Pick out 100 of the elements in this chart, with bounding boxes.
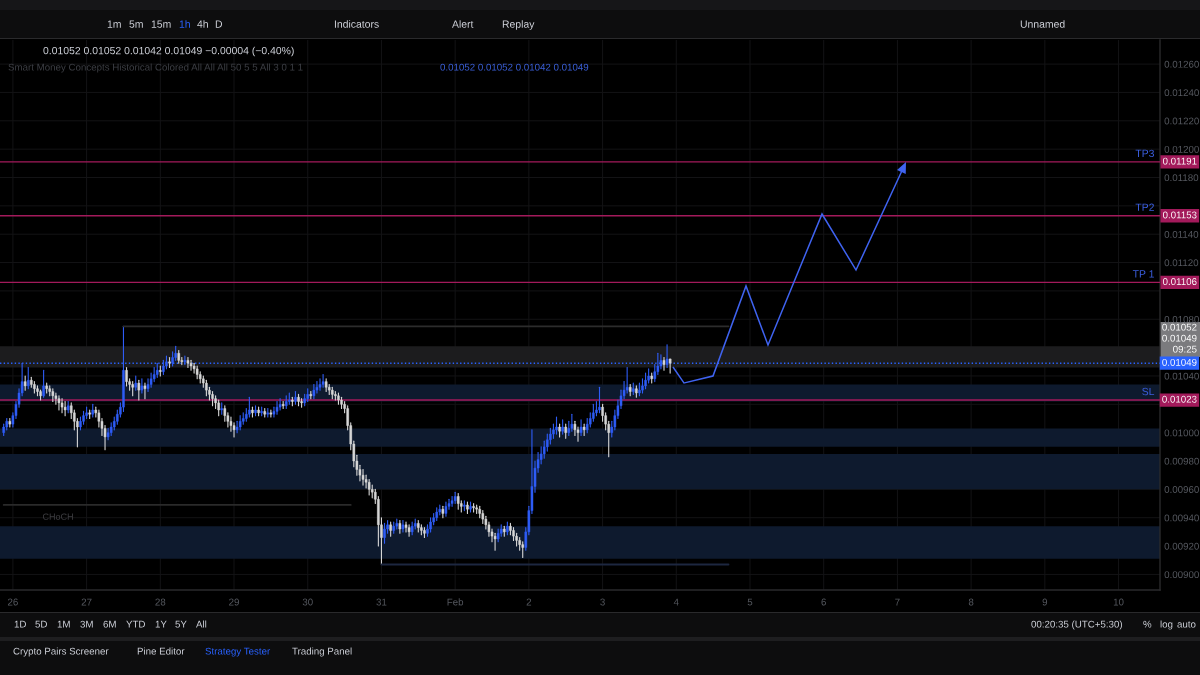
text: log [1160, 620, 1173, 630]
text: 6M [103, 620, 116, 628]
candlestick [668, 358, 672, 374]
text: Pine Editor [137, 647, 185, 655]
text: Crypto Pairs Screener [13, 647, 109, 657]
x-tick-label: 7 [895, 598, 900, 606]
y-tick-label: 0.01140 [1164, 230, 1199, 238]
y-tick-label: 0.01180 [1164, 174, 1199, 182]
y-tick-label: 0.01260 [1164, 60, 1199, 68]
ref-line-label: TP2 [1135, 203, 1154, 211]
candlestick [143, 382, 147, 400]
ref-line-label: TP 1 [1132, 270, 1154, 278]
candlestick [570, 413, 574, 432]
y-tick-label: 0.00900 [1164, 571, 1199, 579]
text: 00:20:35 (UTC+5:30) [1031, 620, 1122, 630]
annotation: 0.01049 [1162, 358, 1197, 366]
annotation: 0.01191 [1162, 157, 1197, 165]
y-tick-label: 0.01000 [1164, 429, 1199, 437]
y-tick-label: 0.00940 [1164, 514, 1199, 522]
x-tick-label: 5 [747, 598, 753, 606]
ref-line-label: TP3 [1135, 149, 1154, 158]
x-tick-label: 30 [302, 598, 313, 606]
candlestick [211, 390, 214, 407]
text: 1h [179, 20, 190, 28]
x-tick-label: 26 [7, 598, 18, 606]
text: 4h [197, 20, 208, 28]
y-tick-label: 0.00980 [1164, 457, 1199, 465]
text: 0.01052 0.01052 0.01042 0.01049 −0.00004 (−0.40%) [43, 46, 294, 57]
text: Trading Panel [292, 647, 352, 657]
candlestick [321, 373, 325, 388]
text: 09:25 [1173, 345, 1197, 353]
x-tick-label: 6 [821, 598, 826, 606]
candlestick [159, 365, 162, 377]
candlestick [57, 395, 61, 411]
text: Alert [452, 20, 474, 28]
candlestick [450, 495, 454, 507]
x-tick-label: 29 [229, 598, 239, 606]
text: Unnamed [1020, 20, 1065, 28]
text: 3M [80, 620, 93, 628]
x-tick-label: Feb [447, 598, 464, 606]
candlestick [469, 501, 472, 513]
ref-line-label: SL [1142, 387, 1155, 396]
text: 0.01049 [1162, 334, 1197, 342]
y-tick-label: 0.01120 [1164, 259, 1199, 267]
candlestick [582, 423, 586, 437]
y-tick-label: 0.01080 [1164, 315, 1199, 323]
y-tick-label: 0.01220 [1164, 117, 1199, 125]
text: 5D [35, 620, 47, 628]
y-tick-label: 0.01240 [1164, 89, 1199, 97]
candlestick [36, 385, 39, 397]
annotation: 0.01023 [1162, 395, 1197, 403]
candlestick [125, 366, 128, 387]
y-tick-label: 0.01040 [1164, 372, 1199, 380]
text: % [1143, 620, 1152, 628]
candlestick [140, 378, 144, 394]
annotation: 0.01153 [1162, 211, 1197, 219]
candlestick [297, 393, 300, 407]
x-tick-label: 8 [968, 598, 974, 606]
candlestick [555, 416, 558, 435]
text: 1Y [155, 620, 167, 628]
candlestick [275, 400, 279, 415]
x-tick-label: 27 [81, 598, 92, 606]
candlestick [318, 378, 322, 391]
x-tick-label: 2 [526, 598, 532, 606]
annotation: 0.01052 0.01052 0.01042 0.01049 [440, 63, 589, 71]
candlestick [598, 386, 601, 414]
text: 15m [151, 20, 171, 28]
x-tick-label: 31 [376, 598, 387, 606]
x-tick-label: 3 [600, 598, 605, 606]
candlestick [168, 356, 171, 369]
candlestick [404, 521, 408, 533]
text: 0.01052 [1162, 323, 1197, 331]
y-tick-label: 0.00920 [1164, 542, 1199, 550]
x-tick-label: 28 [155, 598, 166, 606]
candlestick [383, 522, 386, 544]
text: YTD [126, 620, 145, 628]
x-tick-label: 4 [673, 598, 679, 606]
candlestick [361, 468, 365, 486]
candlestick [137, 379, 141, 401]
text: auto [1177, 621, 1196, 628]
annotation: CHoCH [42, 513, 73, 520]
x-tick-label: 9 [1042, 598, 1048, 606]
text: D [215, 20, 223, 28]
text: 5m [129, 20, 143, 28]
candlestick [186, 356, 190, 369]
candlestick [42, 369, 45, 398]
text: 1D [14, 620, 26, 628]
y-tick-label: 0.01200 [1164, 145, 1199, 153]
text: 5Y [175, 620, 187, 628]
text: Strategy Tester [205, 647, 271, 657]
candlestick [60, 398, 64, 414]
candlestick [493, 532, 497, 551]
candlestick [189, 359, 193, 371]
candlestick [254, 405, 257, 417]
y-tick-label: 0.00960 [1164, 486, 1199, 493]
annotation: Smart Money Concepts Historical Colored All All All 50 5 5 All 3 0 1 1 [8, 63, 303, 73]
text: 1M [57, 620, 70, 628]
candlestick [340, 396, 343, 410]
candlestick [407, 524, 411, 537]
text: Replay [502, 20, 535, 30]
